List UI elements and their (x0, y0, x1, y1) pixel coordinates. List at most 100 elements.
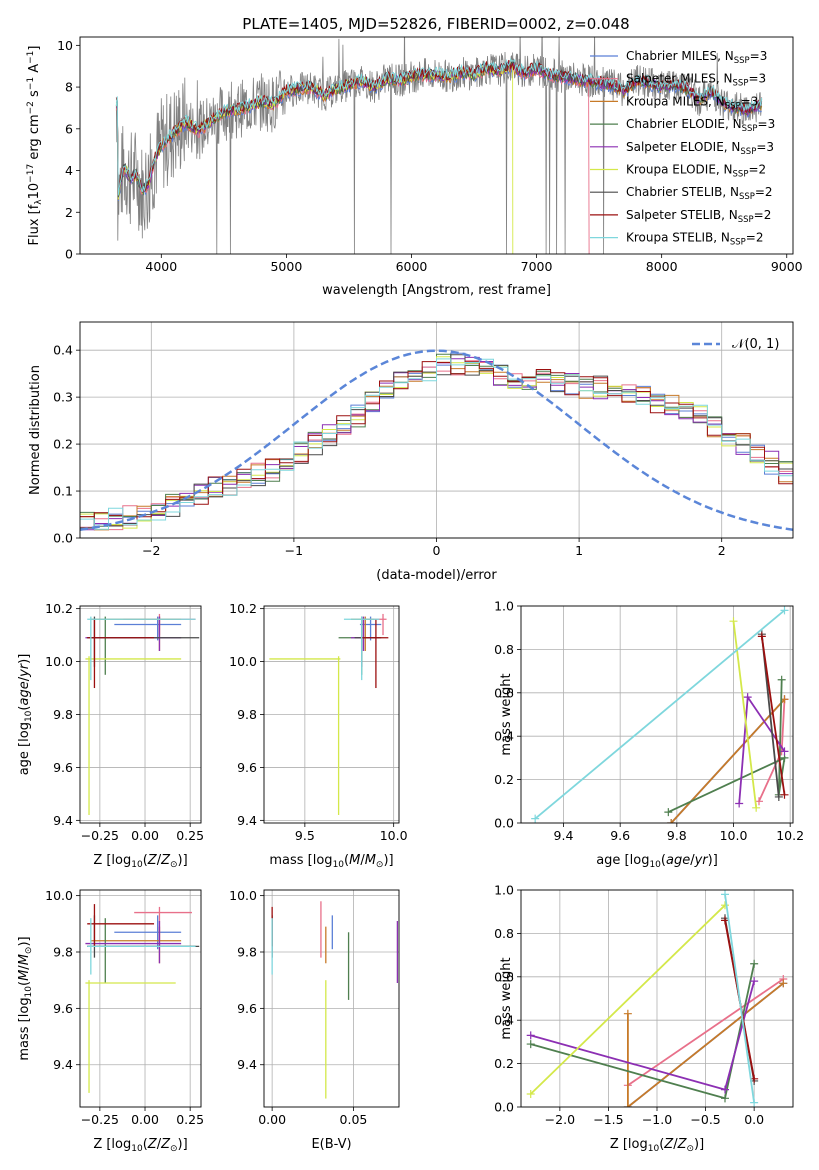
x-tick-label: 0.00 (258, 1112, 286, 1127)
errorbar-point (87, 915, 200, 958)
x-tick-label: 10.0 (720, 828, 748, 843)
legend-entry-sub: SSP (734, 56, 750, 66)
weight-marker (755, 797, 763, 806)
tick-labels: 0.00 0.05 9.4 9.6 9.8 10.0 (229, 888, 367, 1127)
x-tick-label: 0.25 (176, 828, 204, 843)
x-tick-label: 10.2 (776, 828, 804, 843)
axes-frame (79, 605, 202, 824)
histogram-step-line (80, 353, 793, 527)
weight-series-line (724, 894, 755, 1103)
y-axis-label: mass weight (499, 957, 514, 1039)
legend-entry-sub: SSP (742, 124, 758, 134)
x-axis-label: wavelength [Angstrom, rest frame] (322, 283, 551, 298)
legend-entry-tail: =2 (755, 185, 773, 199)
y-tick-label: 0.3 (53, 390, 73, 405)
errorbar-point (343, 616, 380, 681)
gridlines (264, 890, 399, 1107)
y-axis-label-part: A (27, 64, 42, 77)
weight-series-line (627, 978, 784, 1087)
y-tick-label: 1.0 (494, 883, 514, 898)
axes-frame (79, 321, 794, 539)
errorbar-point (85, 656, 182, 816)
x-tick-label: 2 (718, 543, 726, 558)
x-tick-label: −2 (142, 543, 160, 558)
mass-vs-metallicity-panel: −0.25 0.00 0.25 9.4 9.6 9.8 10.0 Z [log10(Z/Z⊙)… (17, 888, 204, 1154)
weight-vs-metallicity-panel: −2.0 −1.5 −1.0 −0.5 0.0 0.0 0.2 0.4 0.6 0.8 1.0 Z [… (494, 883, 794, 1154)
errorbar-point (361, 619, 389, 689)
x-axis-label: mass [log10(M/M⊙)] (269, 853, 393, 870)
model-spectrum-line (115, 57, 763, 196)
errorbar-point (85, 980, 176, 1093)
x-tick-label: 6000 (396, 259, 428, 274)
weight-marker (780, 747, 789, 756)
legend-entry: Kroupa STELIB, NSSP=2 (626, 231, 764, 248)
x-tick-label: 0 (433, 543, 441, 558)
weight-series-line (534, 609, 786, 820)
x-tick-label: 9.8 (667, 828, 687, 843)
legend-entry: Chabrier STELIB, NSSP=2 (626, 185, 773, 202)
residual-distribution-panel: −2 −1 0 1 2 0.0 0.1 0.2 0.3 0.4 𝒩(0, 1) (data-model… (28, 321, 794, 583)
histogram-step-line (80, 352, 793, 529)
errorbar-point (85, 921, 182, 964)
weight-marker (721, 1085, 729, 1094)
x-tick-label: 9000 (771, 259, 803, 274)
x-tick-label: 0.00 (131, 828, 159, 843)
errorbar-point (87, 918, 196, 975)
tick-labels: −2.0 −1.5 −1.0 −0.5 0.0 0.0 0.2 0.4 0.6 0.8 1.0 (494, 883, 764, 1128)
weight-marker (757, 632, 766, 641)
x-tick-label: 5000 (270, 259, 302, 274)
x-axis-label: (data-model)/error (376, 568, 497, 583)
weight-marker (750, 977, 759, 986)
y-tick-label: 0.0 (494, 816, 514, 831)
x-tick-label: −0.25 (81, 828, 119, 843)
x-tick-label: 9.6 (610, 828, 630, 843)
x-tick-label: 10.0 (380, 828, 408, 843)
errorbar-points (85, 613, 200, 816)
weight-marker (526, 1031, 535, 1040)
y-tick-label: 9.6 (53, 760, 73, 775)
y-tick-label: 0.4 (494, 1013, 514, 1028)
weight-marker (743, 693, 752, 702)
legend-entry-tail: =3 (741, 94, 759, 108)
legend-entry-base: Chabrier ELODIE, N (626, 117, 742, 131)
y-axis-label-part: Flux [f (27, 204, 42, 245)
weight-marker (774, 792, 783, 801)
y-axis-label-part: −2 (26, 101, 36, 114)
y-tick-label: 0.2 (494, 772, 514, 787)
weight-series-line (667, 679, 786, 813)
weight-marker (526, 1089, 535, 1098)
y-axis-label: mass [log10(M/M⊙)] (17, 936, 34, 1060)
legend-entry-base: Salpeter STELIB, N (626, 208, 738, 222)
y-tick-label: 9.6 (237, 1001, 257, 1016)
y-tick-label: 9.8 (53, 707, 73, 722)
x-tick-label: −2.0 (545, 1112, 575, 1127)
y-tick-label: 0.8 (494, 926, 514, 941)
histogram-step-line (80, 354, 793, 529)
tick-labels: 9.4 9.6 9.8 10.0 10.2 0.0 0.2 0.4 0.6 0.8 1.0 (494, 599, 804, 844)
y-axis-label: mass weight (499, 673, 514, 755)
y-tick-label: 9.4 (53, 1057, 73, 1072)
legend-entry-tail: =3 (748, 72, 766, 86)
y-axis-label-part: −17 (26, 164, 36, 183)
weight-marker (729, 617, 738, 626)
x-axis-label: Z [log10(Z/Z⊙)] (93, 1137, 187, 1154)
axes-frame (79, 889, 202, 1108)
y-axis-label-part: −1 (26, 77, 36, 90)
y-axis-label: Normed distribution (28, 365, 43, 495)
x-tick-label: −1.5 (593, 1112, 623, 1127)
legend-entry: Salpeter MILES, NSSP=3 (626, 72, 766, 89)
histogram-steps (80, 349, 793, 532)
y-axis-label-part: −1 (26, 51, 36, 64)
tick-labels: −0.25 0.00 0.25 9.4 9.6 9.8 10.0 10.2 (45, 601, 204, 843)
y-axis-label-part: 10 (27, 183, 42, 200)
x-tick-label: 7000 (521, 259, 553, 274)
weight-marker (526, 1040, 535, 1049)
spectrum-lines (115, 37, 763, 254)
legend-entry-sub: SSP (739, 192, 755, 202)
x-tick-label: −1 (285, 543, 303, 558)
errorbar-point (269, 656, 341, 816)
weight-marker (664, 808, 673, 817)
figure-title: PLATE=1405, MJD=52826, FIBERID=0002, z=0… (242, 15, 629, 33)
legend-entry-tail: =2 (754, 208, 772, 222)
